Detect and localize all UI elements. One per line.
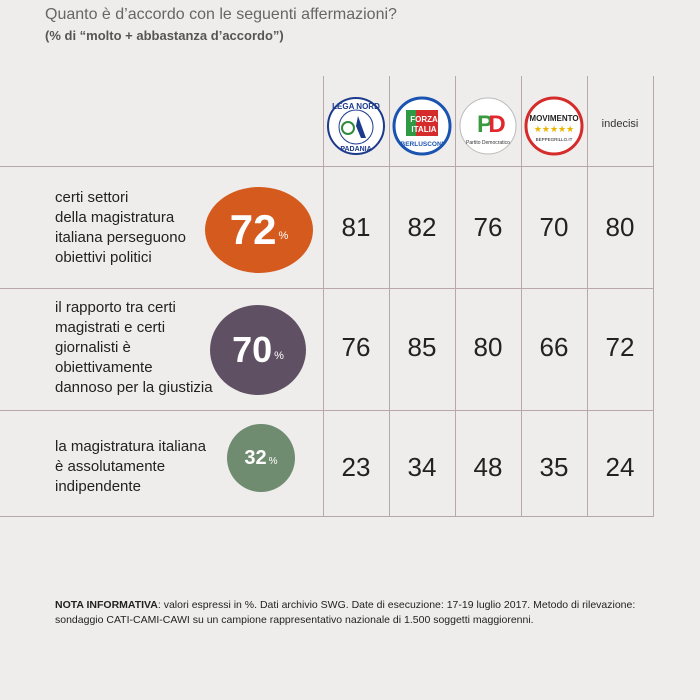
value-cell: 76 xyxy=(473,212,503,242)
chart-subtitle: (% di “molto + abbastanza d’accordo”) xyxy=(45,28,284,43)
statement-2: il rapporto tra certi magistrati e certi… xyxy=(55,299,213,396)
row-divider xyxy=(0,410,653,411)
chart-title: Quanto è d’accordo con le seguenti affer… xyxy=(45,6,397,23)
svg-text:Partito Democratico: Partito Democratico xyxy=(466,140,510,146)
grid-vline xyxy=(653,76,654,517)
statement-3: la magistratura italiana è assolutamente… xyxy=(55,438,206,495)
m5s-logo: MOVIMENTO ★★★★★ BEPPEGRILLO.IT xyxy=(524,96,584,156)
svg-text:BEPPEGRILLO.IT: BEPPEGRILLO.IT xyxy=(536,137,573,142)
undecided-header: indecisi xyxy=(601,118,639,130)
value-cell: 80 xyxy=(605,212,635,242)
value-cell: 48 xyxy=(473,452,503,482)
value-cell: 34 xyxy=(407,452,437,482)
grid-vline xyxy=(323,76,324,517)
value-cell: 72 xyxy=(605,332,635,362)
methodology-note: NOTA INFORMATIVA: valori espressi in %. … xyxy=(55,599,636,626)
pd-logo: P D Partito Democratico xyxy=(458,96,518,156)
row-divider xyxy=(0,166,653,167)
svg-text:LEGA NORD: LEGA NORD xyxy=(332,102,380,111)
svg-text:D: D xyxy=(488,111,505,138)
lega-nord-logo: LEGA NORD PADANIA xyxy=(326,96,386,156)
svg-text:MOVIMENTO: MOVIMENTO xyxy=(529,114,578,123)
total-bubble-1: 72% xyxy=(205,187,313,273)
grid-vline xyxy=(587,76,588,517)
svg-text:★★★★★: ★★★★★ xyxy=(534,125,574,135)
value-cell: 81 xyxy=(341,212,371,242)
total-bubble-3: 32% xyxy=(227,424,295,492)
svg-text:PADANIA: PADANIA xyxy=(340,146,371,153)
grid-vline xyxy=(455,76,456,517)
row-divider xyxy=(0,516,653,517)
value-cell: 70 xyxy=(539,212,569,242)
svg-text:P: P xyxy=(477,111,493,138)
total-bubble-2: 70% xyxy=(210,305,306,395)
value-cell: 23 xyxy=(341,452,371,482)
value-cell: 35 xyxy=(539,452,569,482)
value-cell: 24 xyxy=(605,452,635,482)
value-cell: 80 xyxy=(473,332,503,362)
grid-vline xyxy=(521,76,522,517)
value-cell: 76 xyxy=(341,332,371,362)
svg-text:BERLUSCONI: BERLUSCONI xyxy=(401,141,444,148)
svg-text:FORZA: FORZA xyxy=(410,115,438,124)
grid-vline xyxy=(389,76,390,517)
value-cell: 66 xyxy=(539,332,569,362)
row-divider xyxy=(0,288,653,289)
value-cell: 82 xyxy=(407,212,437,242)
forza-italia-logo: FORZA ITALIA BERLUSCONI xyxy=(392,96,452,156)
svg-text:ITALIA: ITALIA xyxy=(411,125,436,134)
statement-1: certi settori della magistratura italian… xyxy=(55,189,186,266)
value-cell: 85 xyxy=(407,332,437,362)
